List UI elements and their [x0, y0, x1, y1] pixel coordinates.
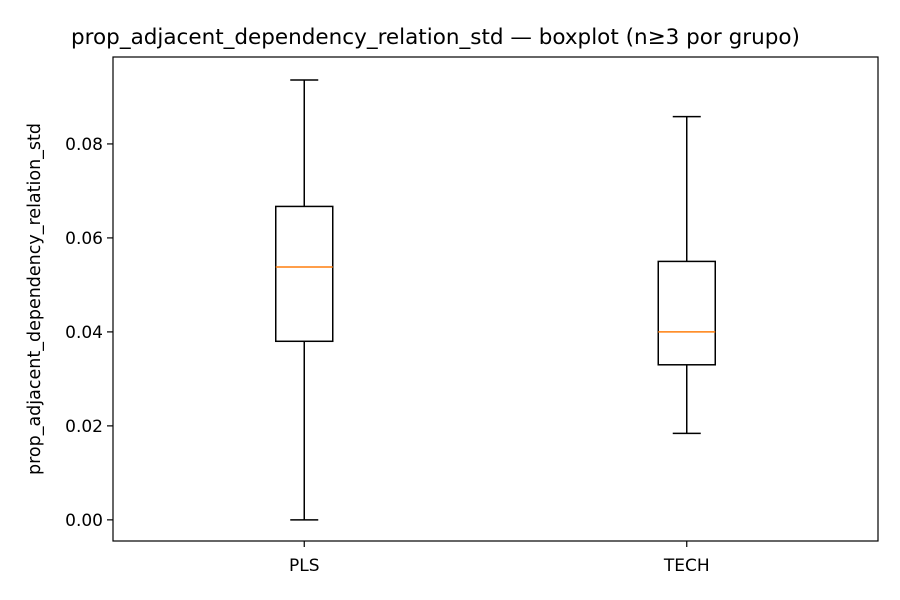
x-tick-label: PLS — [289, 556, 320, 576]
box-pls — [275, 205, 334, 343]
y-tick-label: 0.04 — [65, 323, 103, 343]
box-tech — [657, 260, 716, 366]
y-axis-label: prop_adjacent_dependency_relation_std — [25, 123, 45, 475]
axes-frame — [112, 56, 879, 542]
x-tick-label: TECH — [663, 556, 710, 576]
chart-title: prop_adjacent_dependency_relation_std — … — [71, 25, 800, 50]
y-tick-label: 0.06 — [65, 229, 103, 249]
y-tick-label: 0.08 — [65, 135, 103, 155]
y-tick-label: 0.00 — [65, 511, 103, 531]
y-tick-label: 0.02 — [65, 417, 103, 437]
plot-area: 0.00 0.02 0.04 0.06 0.08 PLS TECH — [65, 56, 879, 576]
